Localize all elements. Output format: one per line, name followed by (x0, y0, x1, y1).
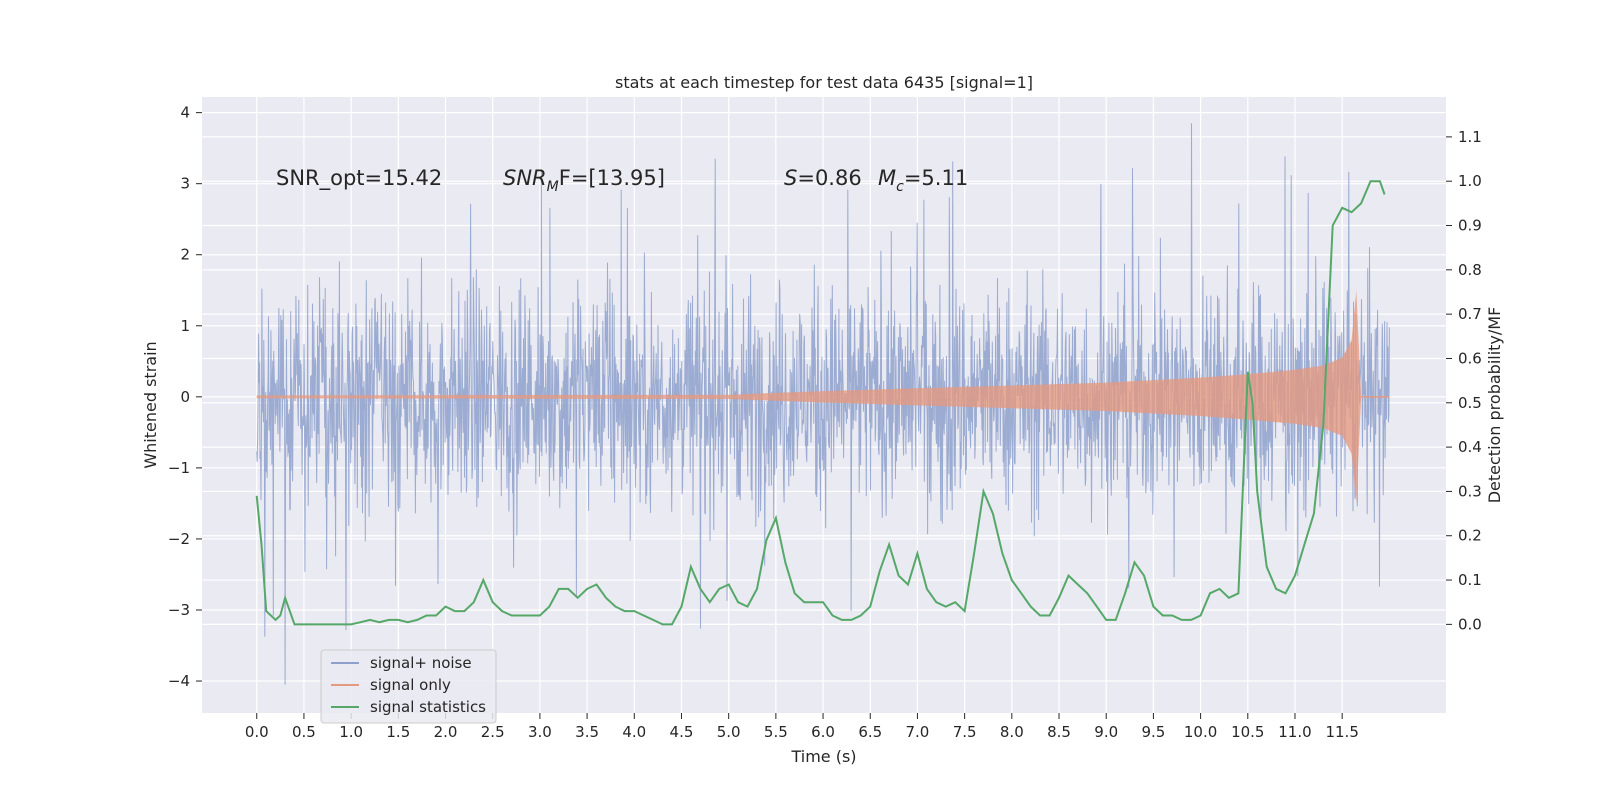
legend-label-signal-statistics: signal statistics (370, 698, 486, 716)
annotation-snr-mf: SNRMF=[13.95] (503, 166, 665, 195)
x-tick-label: 0.5 (292, 723, 316, 741)
y-left-tick-label: −1 (168, 459, 190, 477)
mc-rest: =5.11 (904, 166, 968, 190)
x-tick-label: 2.5 (481, 723, 505, 741)
legend: signal+ noise signal only signal statist… (320, 649, 497, 724)
y-axis-right-label: Detection probability/MF (1485, 307, 1504, 504)
y-right-tick-label: 0.3 (1458, 482, 1482, 500)
x-tick-label: 0.0 (245, 723, 269, 741)
x-tick-label: 5.5 (764, 723, 788, 741)
chart-title: stats at each timestep for test data 643… (615, 73, 1033, 92)
x-tick-label: 2.0 (434, 723, 458, 741)
y-right-tick-label: 0.4 (1458, 438, 1482, 456)
x-tick-label: 8.0 (1000, 723, 1024, 741)
x-tick-label: 6.5 (858, 723, 882, 741)
signal-only-envelope (256, 290, 1362, 504)
y-left-tick-label: −4 (168, 672, 190, 690)
x-tick-label: 3.0 (528, 723, 552, 741)
x-tick-label: 7.5 (953, 723, 977, 741)
legend-label-signal-noise: signal+ noise (370, 654, 472, 672)
y-right-tick-label: 0.7 (1458, 305, 1482, 323)
y-left-tick-label: −2 (168, 530, 190, 548)
y-right-tick-label: 1.1 (1458, 128, 1482, 146)
x-tick-label: 3.5 (575, 723, 599, 741)
x-tick-label: 4.0 (622, 723, 646, 741)
signal-statistics-series (255, 180, 1386, 626)
y-left-tick-label: 1 (180, 317, 190, 335)
y-left-tick-label: 3 (180, 175, 190, 193)
legend-label-signal-only: signal only (370, 676, 451, 694)
snr-mf-rest: F=[13.95] (559, 166, 665, 190)
y-left-tick-label: 0 (180, 388, 190, 406)
y-left-tick-label: −3 (168, 601, 190, 619)
snr-mf-main: SNR (503, 166, 547, 190)
x-tick-label: 6.0 (811, 723, 835, 741)
y-right-tick-label: 0.2 (1458, 527, 1482, 545)
y-left-tick-label: 4 (180, 104, 190, 122)
signal-statistics-line (255, 180, 1386, 626)
signal-noise-series (256, 123, 1390, 685)
y-right-tick-label: 0.9 (1458, 217, 1482, 235)
x-tick-label: 11.0 (1278, 723, 1311, 741)
y-right-tick-label: 0.0 (1458, 615, 1482, 633)
s-main: S (784, 166, 797, 190)
legend-box (320, 649, 497, 724)
y-left-tick-label: 2 (180, 246, 190, 264)
x-axis-label: Time (s) (790, 747, 856, 766)
annotations: SNR_opt=15.42 SNRMF=[13.95] S=0.86 Mc=5.… (276, 166, 968, 195)
mc-sub: c (896, 179, 904, 195)
annotation-mc: Mc=5.11 (878, 166, 968, 195)
y-right-tick-label: 0.6 (1458, 349, 1482, 367)
x-tick-label: 11.5 (1325, 723, 1358, 741)
mc-main: M (878, 166, 896, 190)
x-tick-label: 4.5 (670, 723, 694, 741)
s-rest: =0.86 (797, 166, 861, 190)
signal-only-series (256, 290, 1390, 504)
y-axis-left-label: Whitened strain (141, 341, 160, 468)
annotation-s: S=0.86 (784, 166, 862, 190)
y-right-tick-label: 0.8 (1458, 261, 1482, 279)
x-tick-label: 1.0 (339, 723, 363, 741)
signal-noise-line (256, 123, 1390, 685)
y-right-tick-label: 0.1 (1458, 571, 1482, 589)
snr-mf-sub: M (547, 179, 559, 195)
axes-ticks: 0.0 0.5 1.0 1.5 2.0 2.5 3.0 3.5 4.0 4.5 5.0 5.5 6.0 6… (168, 104, 1482, 741)
annotation-snr-opt: SNR_opt=15.42 (276, 166, 442, 191)
x-tick-label: 9.0 (1094, 723, 1118, 741)
x-tick-label: 10.5 (1231, 723, 1264, 741)
x-tick-label: 1.5 (386, 723, 410, 741)
x-tick-label: 9.5 (1141, 723, 1165, 741)
y-right-tick-label: 1.0 (1458, 172, 1482, 190)
x-tick-label: 8.5 (1047, 723, 1071, 741)
x-tick-label: 10.0 (1184, 723, 1217, 741)
x-tick-label: 7.0 (906, 723, 930, 741)
y-right-tick-label: 0.5 (1458, 394, 1482, 412)
x-tick-label: 5.0 (717, 723, 741, 741)
